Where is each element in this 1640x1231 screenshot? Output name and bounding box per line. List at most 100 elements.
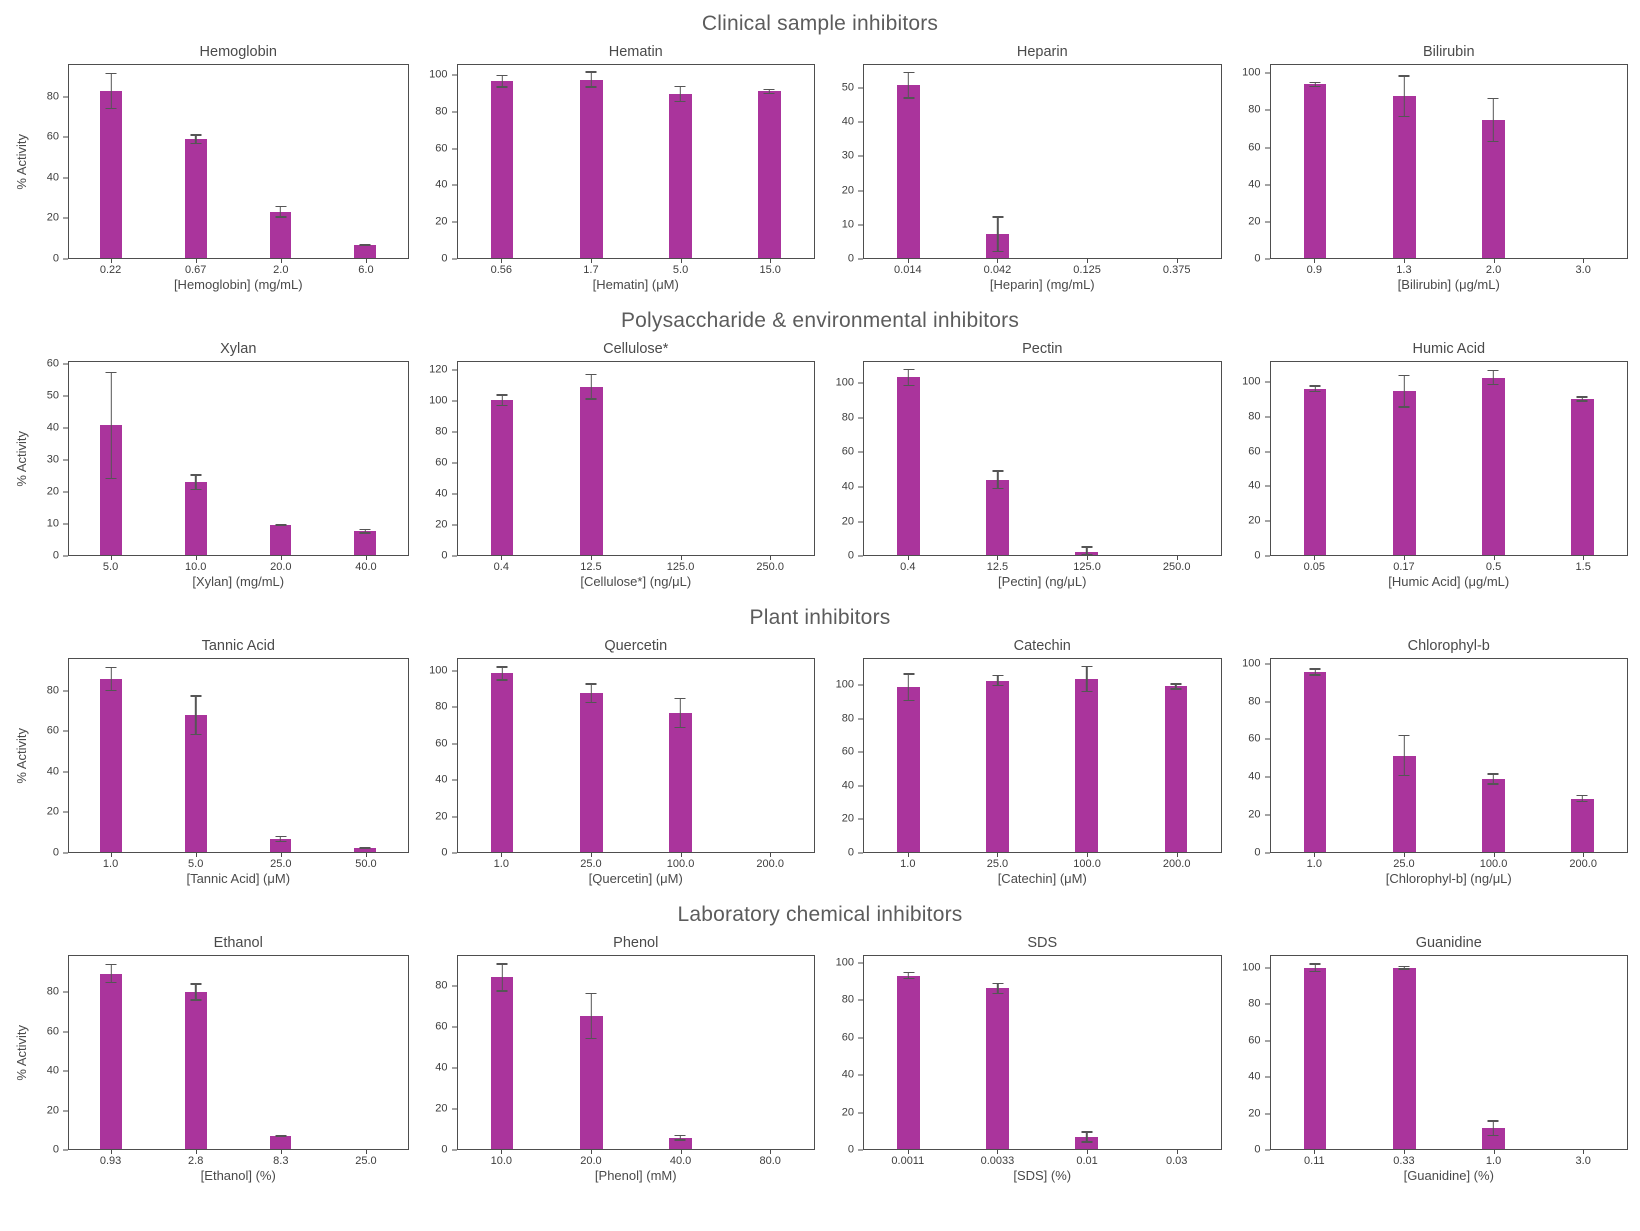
error-bar-stem [1403,734,1405,777]
x-axis: 1.0 25.0 100.0 200.0 [1270,853,1629,871]
y-tick-label: 40 [435,773,448,786]
error-bar-stem [279,835,282,842]
error-bar-cap-bottom [992,250,1004,253]
y-tick-label: 0 [52,549,59,562]
figure-inhibitor-panels: Clinical sample inhibitors % Activity 0 20… [6,4,1634,1186]
x-tick-mark [1314,556,1316,560]
chart-title: Tannic Acid [201,638,275,654]
y-tick-mark [858,785,863,787]
bar [668,94,692,258]
error-bar-cap-top [1081,546,1093,548]
x-tick-mark [907,556,909,560]
error-bar-stem [907,71,910,99]
error-bar-cap-bottom [105,107,117,110]
chart-tannic-acid: % Activity 0 20 40 60 80 Tannic Acid 1.0 5.0 25.0… [12,636,409,889]
chart-title: Chlorophyl-b [1407,638,1490,654]
x-tick-mark [1583,1150,1585,1154]
error-bar-cap-bottom [359,532,371,534]
x-tick-label: 0.22 [99,264,122,276]
x-tick-mark [770,853,772,857]
chart-title: Phenol [613,935,659,951]
error-bar-stem [996,470,999,490]
error-bar-cap-bottom [1398,968,1410,970]
plot-area [1269,955,1628,1150]
x-tick-label: 0.03 [1165,1155,1188,1167]
y-axis: 0 20 40 60 80 [419,955,457,1155]
chart-sds: 0 20 40 60 80 100 SDS 0.0011 0.0033 0.01 0.03 [SDS]… [825,933,1222,1186]
y-axis: 0 20 40 60 80 [30,658,68,858]
x-tick-label: 5.0 [102,561,119,573]
error-bar-cap-top [190,134,202,136]
error-bar [359,528,371,534]
y-tick-mark [63,427,68,429]
x-tick-label: 25.0 [355,1155,377,1167]
error-bar-cap-bottom [496,679,508,681]
error-bar-cap-top [992,216,1004,218]
y-tick-label: 60 [435,456,448,469]
bar [1571,399,1594,555]
error-bar-stem [195,474,197,491]
x-tick-mark [365,853,367,857]
x-tick-label: 0.05 [1303,561,1326,573]
error-bar-cap-bottom [105,981,117,984]
chart-chlorophyl-b: 0 20 40 60 80 100 Chlorophyl-b 1.0 25.0 100.0 200.… [1232,636,1629,889]
error-bar [190,134,202,145]
error-bar-cap-top [1309,81,1321,83]
error-bar-stem [1314,81,1316,88]
y-axis-label: % Activity [13,1024,29,1081]
x-tick-label: 0.9 [1306,264,1322,276]
x-tick-label: 5.0 [188,858,204,870]
x-tick-mark [365,259,367,263]
y-tick-label: 20 [46,805,59,818]
error-bar [190,983,202,1001]
error-bar-cap-bottom [992,685,1004,687]
plot-column: Heparin 0.014 0.042 0.125 0.375 [Heparin] (mg… [863,42,1222,295]
x-tick-label: 1.0 [1306,858,1322,870]
y-tick-mark [1264,485,1270,487]
bar [1392,96,1416,258]
y-tick-mark [63,690,68,691]
y-tick-label: 40 [46,765,59,778]
y-axis: 0 20 40 60 80 100 [419,658,457,858]
x-axis-label: [Hematin] (μM) [592,277,679,292]
y-tick-label: 100 [1242,375,1261,388]
y-tick-label: 60 [841,1031,854,1043]
bar [579,386,603,555]
error-bar-cap-bottom [1081,690,1093,693]
error-bar-stem [679,85,682,103]
x-axis: 0.4 12.5 125.0 250.0 [457,556,816,574]
y-tick-label: 0 [1254,252,1261,265]
x-tick-mark [590,259,592,263]
error-bar-stem [679,1134,682,1141]
error-bar-cap-top [190,474,202,476]
y-tick-mark [858,1037,863,1038]
x-tick-mark [1583,853,1585,857]
x-axis-label: [Tannic Acid] (μM) [186,871,291,886]
y-tick-mark [858,155,863,157]
error-bar-stem [195,983,197,1001]
error-bar-stem [996,674,999,687]
y-axis-label: % Activity [13,133,29,190]
y-tick-mark [1264,738,1270,740]
bar [100,679,123,852]
y-tick-mark [1264,701,1270,703]
y-tick-label: 20 [1248,808,1261,821]
error-bar-cap-top [105,667,117,669]
error-bar-cap-top [1170,683,1182,685]
error-bar [585,683,597,704]
x-tick-mark [365,1150,367,1154]
chart-title: Hemoglobin [199,44,277,60]
plot-area [863,658,1222,853]
y-tick-mark [858,190,863,192]
plot-column: Cellulose* 0.4 12.5 125.0 250.0 [Cellulose*] … [456,339,816,592]
y-tick-mark [63,491,68,493]
error-bar-cap-top [992,470,1004,472]
y-tick-mark [858,751,863,753]
x-tick-label: 25.0 [580,858,602,870]
y-axis: 0 10 20 30 40 50 [825,64,863,264]
y-tick-label: 20 [435,215,448,228]
y-tick-label: 80 [46,985,59,998]
x-tick-mark [1493,556,1495,560]
plot-column: Hemoglobin 0.22 0.67 2.0 6.0 [Hemoglobin] (mg… [68,42,409,295]
chart-title: Hematin [608,44,663,60]
